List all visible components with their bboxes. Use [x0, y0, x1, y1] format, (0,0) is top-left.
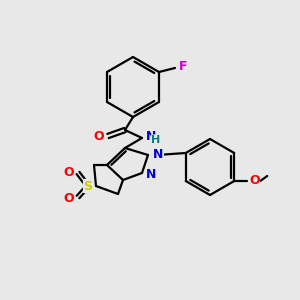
Text: O: O: [94, 130, 104, 142]
Text: F: F: [179, 61, 187, 74]
Text: H: H: [152, 135, 160, 145]
Text: N: N: [153, 148, 164, 160]
Text: S: S: [83, 179, 92, 193]
Text: N: N: [146, 130, 156, 143]
Text: N: N: [146, 169, 156, 182]
Text: O: O: [64, 166, 74, 178]
Text: O: O: [64, 191, 74, 205]
Text: O: O: [249, 175, 260, 188]
